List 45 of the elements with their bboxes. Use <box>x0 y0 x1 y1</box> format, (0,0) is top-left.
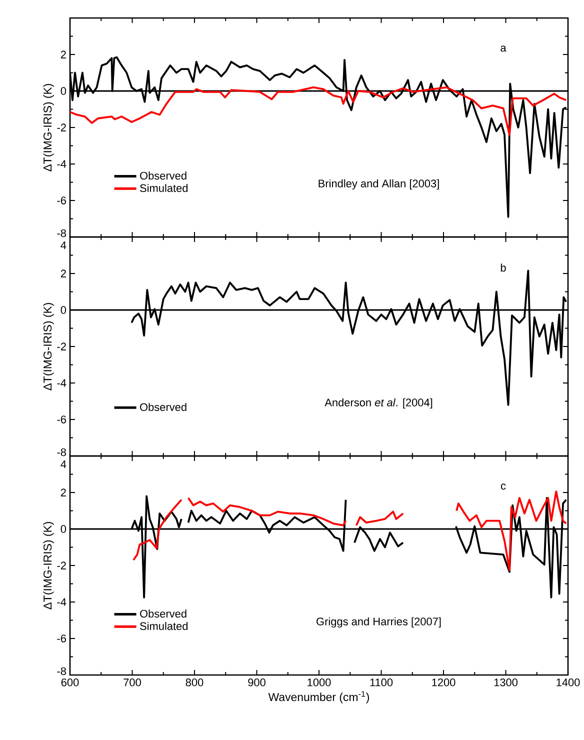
y-tick-label: 4 <box>60 460 66 468</box>
y-tick-label: 2 <box>60 50 66 58</box>
y-axis-title: ΔT(IMG-IRIS) (K) <box>43 522 54 610</box>
y-tick-label: -6 <box>57 634 66 642</box>
x-tick-label: 1300 <box>494 678 518 686</box>
y-tick-label: -4 <box>57 160 66 168</box>
y-tick-label: -8 <box>57 667 66 676</box>
annotation: Anderson et al. [2004] <box>324 398 432 409</box>
y-tick-label: 2 <box>60 488 66 496</box>
x-tick-label: 1100 <box>370 678 393 686</box>
x-tick-label: 1000 <box>308 678 331 686</box>
y-tick-label: -8 <box>57 229 66 238</box>
legend-label: Observed <box>140 610 186 618</box>
annotation: Griggs and Harries [2007] <box>316 617 441 628</box>
y-tick-label: 0 <box>60 525 66 533</box>
y-axis-title: ΔT(IMG-IRIS) (K) <box>43 302 54 390</box>
x-tick-label: 700 <box>124 678 141 686</box>
y-tick-label: -2 <box>57 342 66 350</box>
y-tick-label: -6 <box>57 196 66 204</box>
annotation: c <box>500 484 506 490</box>
x-tick-label: 1200 <box>432 678 456 686</box>
line-series <box>70 86 568 136</box>
y-tick-label: -2 <box>57 124 66 132</box>
y-tick-label: 0 <box>60 87 66 95</box>
y-tick-label: -4 <box>57 598 66 606</box>
x-tick-label: 800 <box>186 678 204 686</box>
legend-label: Observed <box>140 172 186 180</box>
annotation: a <box>500 46 506 52</box>
x-tick-label: 600 <box>61 678 79 686</box>
y-axis-title: ΔT(IMG-IRIS) (K) <box>43 84 54 172</box>
x-tick-label: 900 <box>248 678 266 686</box>
y-tick-label: 4 <box>60 241 66 249</box>
legend-label: Observed <box>140 402 186 412</box>
y-tick-label: -4 <box>57 379 66 387</box>
y-tick-label: -8 <box>57 448 66 456</box>
y-tick-label: 2 <box>60 270 66 278</box>
annotation: b <box>500 264 506 272</box>
y-tick-label: -6 <box>57 416 66 424</box>
y-tick-label: -2 <box>57 562 66 570</box>
x-tick-label: 1400 <box>556 678 580 686</box>
annotation: Brindley and Allan [2003] <box>318 179 439 190</box>
legend-label: Simulated <box>140 184 188 192</box>
x-axis-title: Wavenumber (cm$^{-1}$) <box>268 691 370 704</box>
legend-label: Simulated <box>140 622 188 630</box>
y-tick-label: 0 <box>60 306 66 314</box>
